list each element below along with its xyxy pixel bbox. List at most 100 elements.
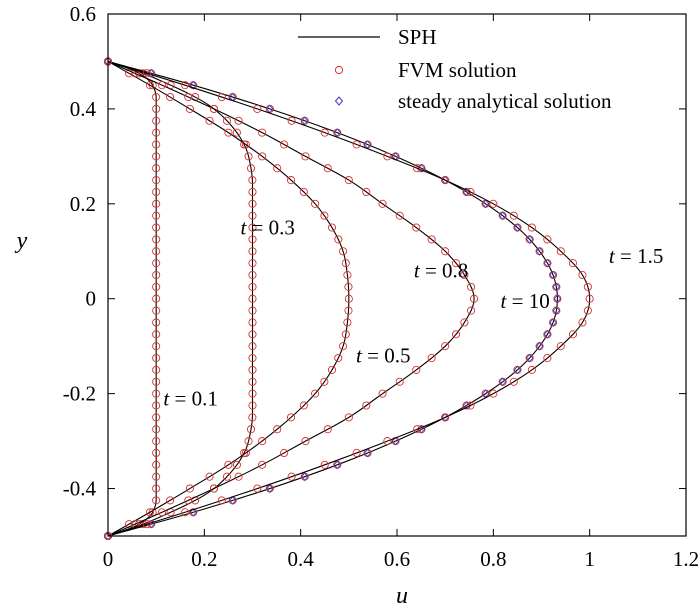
fvm-point: [441, 413, 450, 422]
fvm-point: [258, 437, 267, 446]
analytical-point: [147, 69, 155, 78]
fvm-point: [253, 484, 262, 493]
time-annotation: t = 10: [501, 289, 550, 313]
fvm-point: [248, 318, 257, 327]
fvm-point: [543, 353, 552, 363]
fvm-point: [301, 152, 310, 161]
legend-analytical-marker: [334, 96, 344, 106]
fvm-point: [152, 235, 161, 244]
fvm-point: [185, 484, 194, 493]
sph-line: [107, 60, 558, 537]
fvm-point: [244, 437, 253, 446]
fvm-point: [568, 259, 578, 268]
fvm-point: [583, 282, 592, 291]
fvm-point: [232, 460, 241, 469]
fvm-point: [248, 365, 257, 374]
fvm-point: [258, 460, 267, 469]
analytical-point: [228, 496, 237, 505]
fvm-point: [152, 259, 161, 268]
fvm-point: [412, 223, 421, 232]
fvm-point: [378, 199, 387, 208]
fvm-point: [248, 176, 257, 185]
fvm-point: [152, 128, 161, 137]
fvm-point: [362, 187, 371, 197]
sph-line: [107, 60, 591, 537]
fvm-point: [152, 270, 161, 280]
fvm-point: [383, 437, 392, 446]
fvm-point: [152, 140, 161, 149]
fvm-point: [280, 140, 289, 149]
fvm-point: [383, 152, 392, 161]
analytical-point: [189, 80, 198, 90]
fvm-point: [248, 282, 257, 291]
x-tick-label: 0.8: [480, 547, 506, 571]
fvm-point: [527, 365, 536, 374]
analytical-point: [417, 163, 426, 173]
fvm-point: [234, 116, 243, 125]
y-tick-label: 0.2: [70, 192, 96, 216]
fvm-point: [248, 211, 257, 220]
fvm-point: [280, 448, 289, 458]
analytical-point: [549, 270, 557, 280]
fvm-point: [152, 401, 161, 410]
fvm-point: [509, 377, 518, 386]
fvm-point: [152, 496, 161, 505]
fvm-point: [241, 140, 250, 149]
fvm-point: [412, 365, 421, 374]
fvm-point: [241, 448, 250, 458]
fvm-point: [327, 365, 337, 374]
fvm-point: [152, 342, 161, 351]
fvm-point: [152, 247, 161, 256]
fvm-point: [181, 81, 190, 90]
analytical-point: [525, 235, 534, 244]
fvm-point: [489, 389, 498, 398]
fvm-point: [320, 460, 329, 469]
fvm-point: [166, 92, 175, 102]
fvm-point: [152, 377, 161, 386]
fvm-point: [253, 104, 262, 113]
analytical-point: [549, 318, 557, 327]
fvm-point: [152, 176, 161, 185]
fvm-point: [248, 342, 257, 351]
fvm-point: [152, 365, 161, 374]
analytical-point: [543, 258, 552, 268]
fvm-point: [362, 401, 371, 410]
fvm-point: [352, 140, 361, 149]
fvm-point: [217, 496, 226, 505]
fvm-point: [248, 294, 257, 303]
time-annotation: t = 0.5: [356, 344, 410, 368]
fvm-point: [395, 211, 404, 220]
fvm-point: [152, 294, 161, 303]
fvm-point: [451, 259, 461, 268]
fvm-point: [556, 342, 565, 351]
fvm-point: [152, 187, 161, 197]
fvm-point: [320, 128, 329, 137]
y-tick-label: -0.4: [63, 477, 97, 501]
fvm-point: [323, 164, 332, 173]
fvm-point: [578, 318, 587, 327]
fvm-point: [248, 401, 257, 410]
fvm-point: [413, 425, 422, 434]
x-tick-label: 0: [103, 547, 114, 571]
fvm-point: [460, 270, 469, 280]
analytical-point: [462, 401, 471, 410]
fvm-point: [556, 247, 565, 256]
fvm-point: [470, 294, 479, 303]
fvm-point: [152, 330, 161, 339]
fvm-point: [248, 259, 257, 268]
fvm-point: [248, 235, 257, 244]
fvm-point: [248, 223, 257, 232]
analytical-point: [498, 377, 507, 387]
y-tick-label: 0: [86, 287, 97, 311]
fvm-point: [320, 211, 329, 220]
fvm-point: [152, 164, 161, 173]
fvm-point: [287, 472, 296, 481]
fvm-point: [427, 353, 436, 363]
sph-line: [107, 60, 157, 537]
fvm-point: [152, 472, 161, 481]
sph-line: [107, 60, 350, 537]
analytical-point: [535, 341, 544, 351]
fvm-point: [343, 318, 352, 327]
fvm-point: [152, 199, 161, 208]
